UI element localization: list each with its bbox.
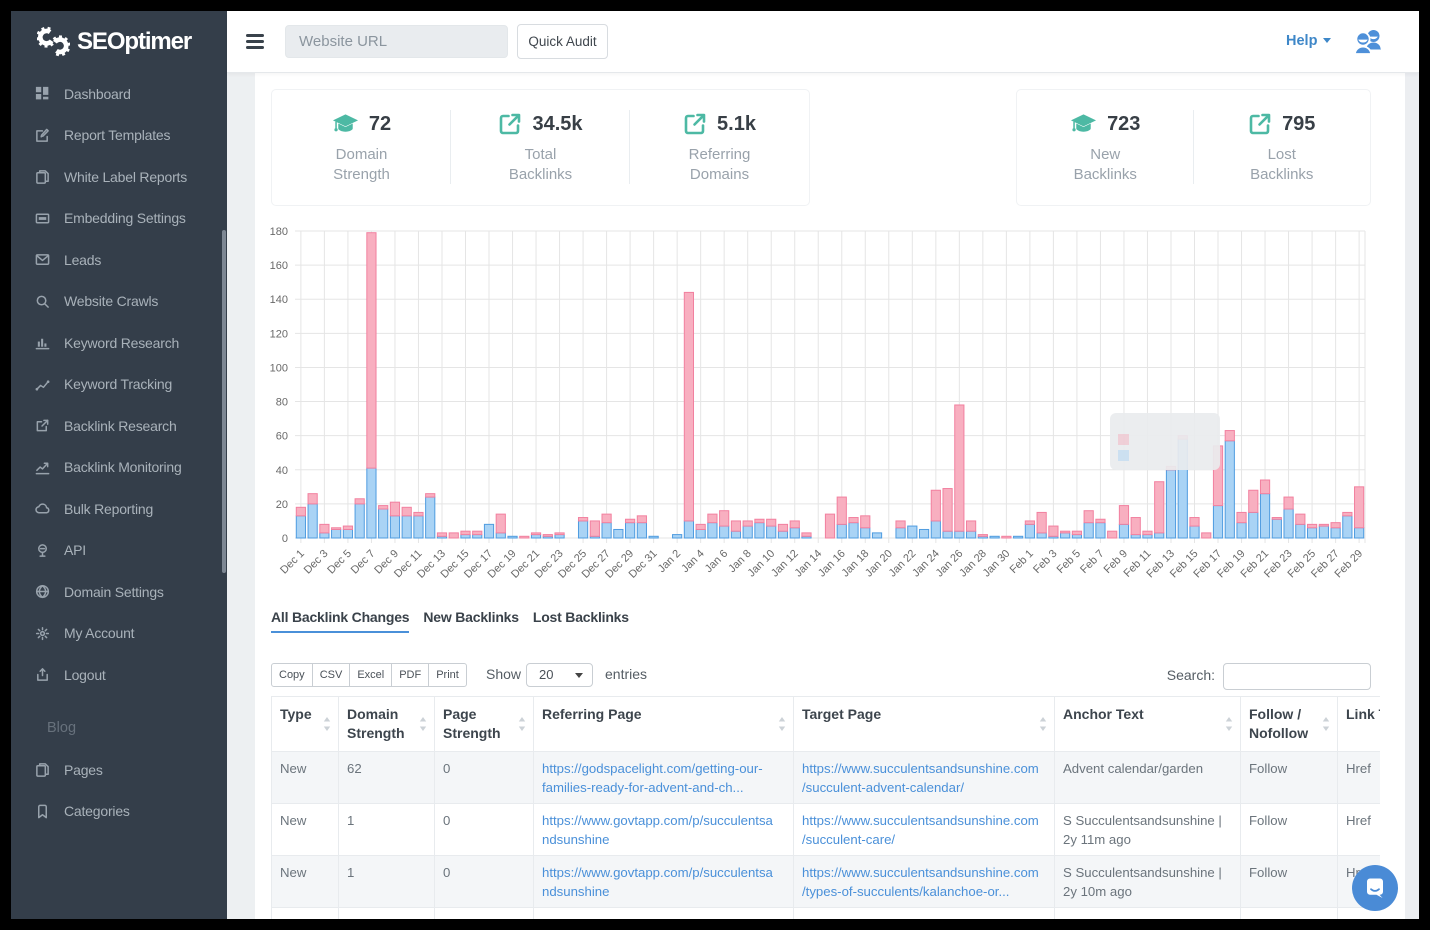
svg-text:40: 40 [276,465,288,477]
svg-text:100: 100 [270,362,288,374]
svg-text:Feb 7: Feb 7 [1078,548,1106,576]
svg-text:Dec 1: Dec 1 [278,548,307,577]
svg-text:Dec 3: Dec 3 [302,548,331,577]
svg-text:160: 160 [270,260,288,272]
svg-text:Dec 5: Dec 5 [325,548,354,577]
svg-text:Feb 5: Feb 5 [1055,548,1083,576]
svg-text:Feb 1: Feb 1 [1008,548,1036,576]
svg-text:Dec 7: Dec 7 [349,548,378,577]
svg-text:180: 180 [270,226,288,238]
svg-text:60: 60 [276,431,288,443]
svg-text:20: 20 [276,499,288,511]
svg-text:80: 80 [276,397,288,409]
svg-text:140: 140 [270,294,288,306]
svg-text:Jan 6: Jan 6 [703,548,731,576]
svg-text:Jan 30: Jan 30 [981,548,1013,580]
svg-text:120: 120 [270,328,288,340]
svg-text:Jan 4: Jan 4 [679,548,707,576]
svg-text:Jan 2: Jan 2 [656,548,684,576]
svg-text:0: 0 [282,533,288,545]
svg-text:Feb 3: Feb 3 [1031,548,1059,576]
